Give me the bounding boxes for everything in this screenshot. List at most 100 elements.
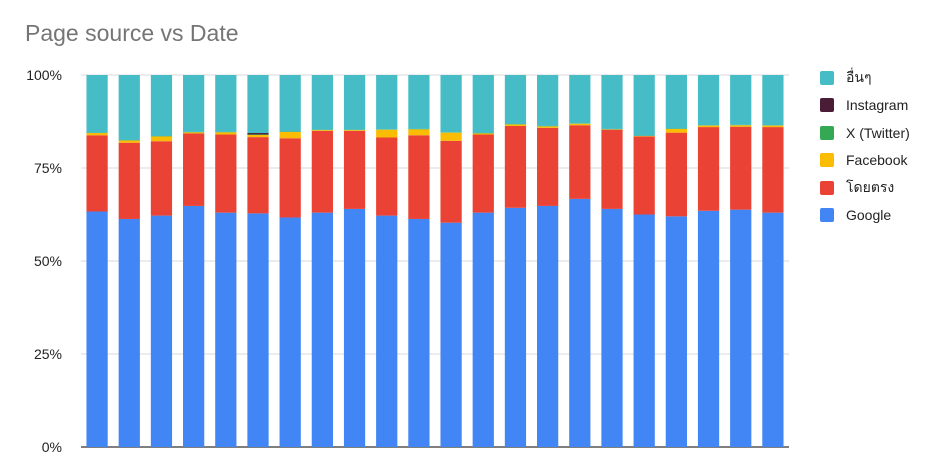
bar-segment[interactable] <box>86 211 108 447</box>
bar-segment[interactable] <box>408 129 430 136</box>
bar-segment[interactable] <box>697 210 720 447</box>
bar-segment[interactable] <box>376 75 398 130</box>
bar-segment[interactable] <box>183 133 205 206</box>
bar-segment[interactable] <box>343 130 366 131</box>
bar-segment[interactable] <box>279 75 301 132</box>
bar-segment[interactable] <box>215 75 237 132</box>
bar-segment[interactable] <box>150 75 173 137</box>
bar-segment[interactable] <box>247 75 269 134</box>
bar-segment[interactable] <box>537 205 559 447</box>
bar-segment[interactable] <box>633 136 655 215</box>
bar-segment[interactable] <box>697 127 720 211</box>
legend-item[interactable]: X (Twitter) <box>820 119 910 147</box>
bar-segment[interactable] <box>730 126 752 210</box>
bar-segment[interactable] <box>118 75 140 141</box>
y-tick-label: 75% <box>34 160 62 176</box>
bar-segment[interactable] <box>762 127 784 213</box>
bar-segment[interactable] <box>311 212 333 447</box>
bar-segment[interactable] <box>408 75 430 129</box>
bar-segment[interactable] <box>440 132 462 141</box>
bar-segment[interactable] <box>633 75 655 136</box>
bar-segment[interactable] <box>118 218 140 447</box>
bar-segment[interactable] <box>762 212 784 447</box>
legend-label: Instagram <box>846 97 909 114</box>
bar-segment[interactable] <box>440 140 462 223</box>
bar-segment[interactable] <box>183 205 205 447</box>
bar-segment[interactable] <box>343 130 366 209</box>
bar-segment[interactable] <box>118 142 140 219</box>
legend-item[interactable]: Facebook <box>820 147 910 175</box>
bar-segment[interactable] <box>86 133 108 136</box>
y-tick-label: 25% <box>34 346 62 362</box>
bar-segment[interactable] <box>247 213 269 447</box>
bar-segment[interactable] <box>697 125 720 128</box>
bar-segment[interactable] <box>665 132 687 217</box>
bar-segment[interactable] <box>150 141 173 216</box>
bar-segment[interactable] <box>183 75 205 132</box>
legend-item[interactable]: Google <box>820 202 910 230</box>
bar-segment[interactable] <box>472 134 494 213</box>
bar-segment[interactable] <box>472 133 494 135</box>
legend-item[interactable]: โดยตรง <box>820 174 910 202</box>
bar-segment[interactable] <box>408 135 430 219</box>
bar-segment[interactable] <box>569 75 591 124</box>
bar-segment[interactable] <box>665 75 687 129</box>
bar-segment[interactable] <box>665 128 687 133</box>
bar-segment[interactable] <box>762 125 784 128</box>
bar-segment[interactable] <box>343 75 366 130</box>
bar-segment[interactable] <box>311 130 333 131</box>
bar-segment[interactable] <box>183 132 205 134</box>
bar-segment[interactable] <box>504 75 527 125</box>
bar-segment[interactable] <box>730 125 752 127</box>
bar-segment[interactable] <box>472 75 494 134</box>
bar-segment[interactable] <box>118 140 140 143</box>
bar-segment[interactable] <box>537 126 559 128</box>
bar-segment[interactable] <box>247 133 269 135</box>
bar-segment[interactable] <box>376 137 398 216</box>
bar-segment[interactable] <box>343 208 366 447</box>
bar-segment[interactable] <box>504 124 527 126</box>
bar-segment[interactable] <box>311 130 333 213</box>
bar-segment[interactable] <box>537 75 559 126</box>
legend-item[interactable]: Instagram <box>820 92 910 120</box>
bar-segment[interactable] <box>247 134 269 138</box>
bar-segment[interactable] <box>730 209 752 447</box>
bar-segment[interactable] <box>569 123 591 126</box>
bar-segment[interactable] <box>215 212 237 447</box>
bar-segment[interactable] <box>150 215 173 447</box>
bar-segment[interactable] <box>504 125 527 208</box>
y-tick-label: 50% <box>34 253 62 269</box>
bar-segment[interactable] <box>697 75 720 126</box>
bar-segment[interactable] <box>279 138 301 218</box>
bar-segment[interactable] <box>601 208 623 447</box>
legend-item[interactable]: อื่นๆ <box>820 64 910 92</box>
bar-segment[interactable] <box>215 134 237 213</box>
bar-segment[interactable] <box>376 215 398 447</box>
legend-swatch <box>820 208 834 223</box>
bar-segment[interactable] <box>569 198 591 447</box>
bar-segment[interactable] <box>215 132 237 135</box>
bar-segment[interactable] <box>408 218 430 447</box>
bar-segment[interactable] <box>730 75 752 125</box>
bar-segment[interactable] <box>537 127 559 206</box>
bar-segment[interactable] <box>247 137 269 214</box>
bar-segment[interactable] <box>376 129 398 138</box>
bar-segment[interactable] <box>279 131 301 139</box>
bar-segment[interactable] <box>150 136 173 142</box>
bar-segment[interactable] <box>440 222 462 447</box>
bar-segment[interactable] <box>440 75 462 133</box>
bar-segment[interactable] <box>311 75 333 130</box>
bar-segment[interactable] <box>569 125 591 199</box>
bar-segment[interactable] <box>601 75 623 129</box>
bar-segment[interactable] <box>504 207 527 447</box>
bar-segment[interactable] <box>633 214 655 448</box>
bar-segment[interactable] <box>279 217 301 447</box>
bar-segment[interactable] <box>86 135 108 212</box>
y-axis: 0% 25% 50% 75% 100% <box>26 67 62 455</box>
bar-segment[interactable] <box>762 75 784 126</box>
bar-segment[interactable] <box>86 75 108 133</box>
bar-segment[interactable] <box>601 129 623 209</box>
bar-segment[interactable] <box>665 216 687 447</box>
bar-segment[interactable] <box>472 212 494 447</box>
